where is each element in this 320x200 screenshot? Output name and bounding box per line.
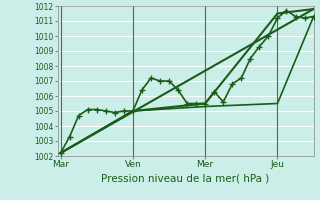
X-axis label: Pression niveau de la mer( hPa ): Pression niveau de la mer( hPa ) (101, 173, 270, 183)
